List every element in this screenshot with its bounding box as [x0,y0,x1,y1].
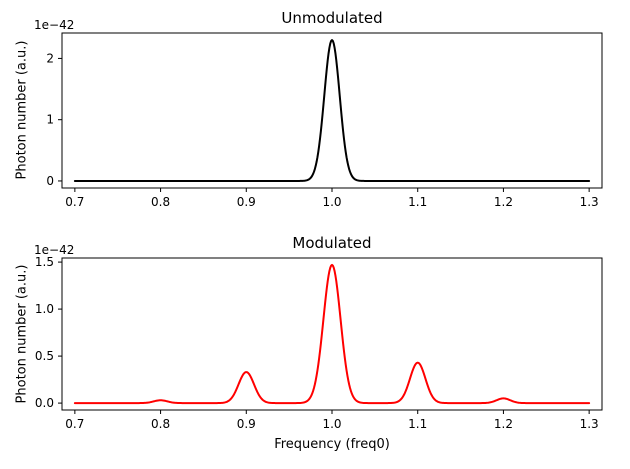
x-tick-label: 0.9 [237,417,256,431]
y-tick-label: 0.5 [35,349,54,363]
x-tick-label: 1.0 [322,195,341,209]
y-tick-label: 1 [46,113,54,127]
x-tick-label: 1.1 [408,417,427,431]
y-tick-label: 0.0 [35,396,54,410]
y-axis-label-modulated: Photon number (a.u.) [14,264,30,404]
y-tick-label: 1.0 [35,302,54,316]
x-tick-label: 1.2 [494,417,513,431]
axes-frame [61,32,603,189]
x-tick-label: 1.2 [494,195,513,209]
curve-unmodulated [73,39,591,182]
x-tick-label: 0.7 [65,417,84,431]
x-tick-label: 0.8 [151,195,170,209]
subplot-modulated: 0.7 0.8 0.9 1.0 1.1 1.2 1.3 0.0 0.5 1.0 1.5 [35,255,603,431]
plot-title-unmodulated: Unmodulated [281,9,383,27]
x-tick-label: 1.0 [322,417,341,431]
x-tick-label: 1.3 [580,417,599,431]
y-tick-label: 0 [46,174,54,188]
x-tick-label: 0.7 [65,195,84,209]
y-tick-label: 2 [46,51,54,65]
x-tick-label: 0.9 [237,195,256,209]
y-axis-offset-unmodulated: 1e−42 [34,18,75,32]
x-tick-label: 1.3 [580,195,599,209]
axes-frame [61,257,603,411]
y-axis-label-unmodulated: Photon number (a.u.) [14,40,30,180]
x-tick-label: 1.1 [408,195,427,209]
y-axis-offset-modulated: 1e−42 [34,243,75,257]
plot-title-modulated: Modulated [292,234,372,252]
y-tick-label: 1.5 [35,255,54,269]
x-tick-label: 0.8 [151,417,170,431]
curve-modulated [73,263,591,405]
subplot-unmodulated: 0.7 0.8 0.9 1.0 1.1 1.2 1.3 0 1 2 [46,32,603,209]
x-axis-label: Frequency (freq0) [274,437,390,452]
